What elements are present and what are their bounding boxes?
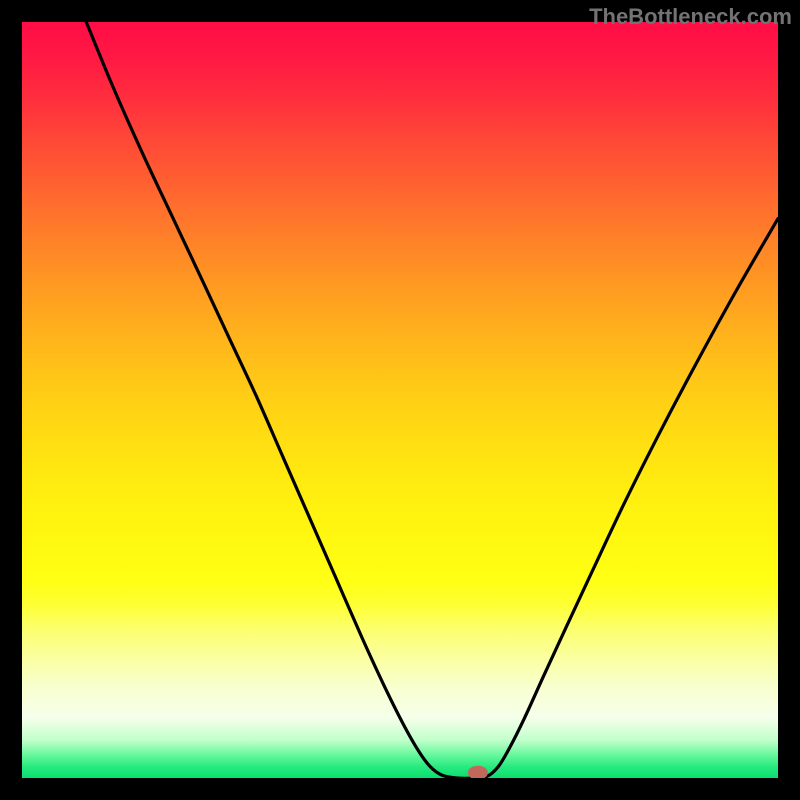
bottleneck-chart xyxy=(0,0,800,800)
optimum-marker xyxy=(468,766,488,780)
